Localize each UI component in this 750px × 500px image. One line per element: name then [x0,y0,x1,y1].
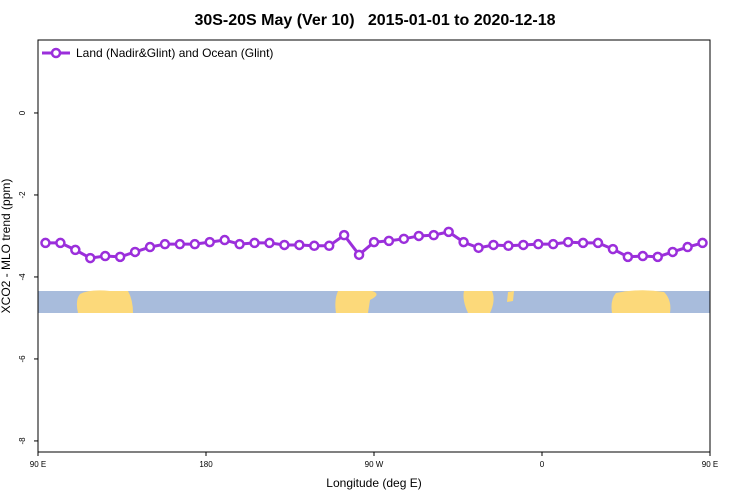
data-point [592,237,604,249]
land [507,291,514,302]
data-point [577,237,589,249]
ocean-band [38,291,710,313]
y-tick-label: 0 [18,110,27,115]
data-point [622,251,634,263]
legend: Land (Nadir&Glint) and Ocean (Glint) [42,46,273,60]
data-point [607,243,619,255]
data-point [353,249,365,261]
data-point [99,250,111,262]
data-point [428,229,439,241]
data-point [637,250,649,262]
land [76,290,133,313]
chart-title: 30S-20S May (Ver 10) 2015-01-01 to 2020-… [194,12,555,29]
data-point [264,237,275,249]
data-point [70,244,81,256]
y-tick-label: -8 [18,437,27,445]
data-point [547,238,559,250]
land [611,290,671,313]
data-point [309,240,320,252]
data-point [518,239,529,251]
data-point [458,236,469,248]
x-tick-label: 0 [540,460,545,469]
data-point [40,237,51,249]
data-point [473,242,484,254]
x-axis-label: Longitude (deg E) [326,476,421,490]
data-point [189,238,201,250]
data-point [323,240,335,252]
data-point [294,239,305,251]
data-point [443,226,454,238]
x-tick-label: 180 [199,460,213,469]
data-point [159,238,171,250]
data-point [682,241,693,253]
data-point [488,239,499,251]
data-point [667,246,678,258]
data-point [249,237,260,249]
data-point [503,240,514,252]
data-point [533,238,544,250]
legend-label: Land (Nadir&Glint) and Ocean (Glint) [76,46,273,60]
data-point [85,252,96,264]
data-point [204,236,215,248]
land [463,291,494,313]
data-point [562,236,574,248]
data-point [144,241,156,253]
y-tick-label: -4 [18,273,27,281]
y-tick-label: -2 [18,191,27,199]
land [335,291,377,313]
x-tick-label: 90 W [365,460,384,469]
data-point [174,238,186,250]
data-point [129,246,141,258]
data-point [652,251,663,263]
data-point [114,251,126,263]
data-point [234,238,245,250]
land-ocean-map [38,290,710,313]
y-axis-label: XCO2 - MLO trend (ppm) [0,179,13,314]
x-tick-label: 90 E [702,460,718,469]
data-point [338,229,350,241]
data-point [279,239,290,251]
data-point [697,237,708,249]
data-point [55,237,66,249]
data-point [219,234,230,246]
legend-marker [50,47,62,59]
data-point [413,230,425,242]
data-point [383,235,395,247]
data-point [368,236,380,248]
y-tick-label: -6 [18,355,27,363]
data-point [398,233,410,245]
x-tick-label: 90 E [30,460,46,469]
